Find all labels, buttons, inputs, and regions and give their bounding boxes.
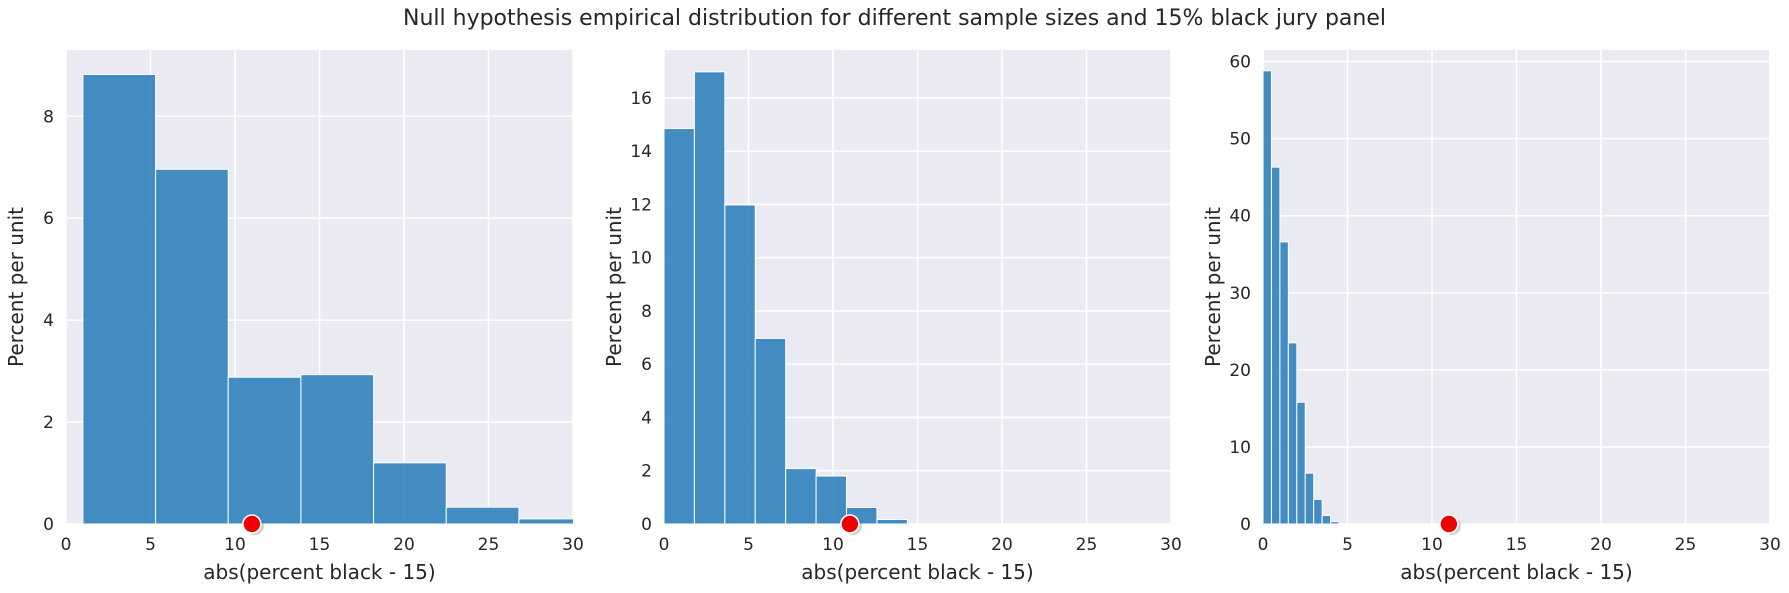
histogram-bar <box>227 376 302 524</box>
histogram-bar <box>373 462 447 524</box>
x-tick-label: 30 <box>1759 535 1781 555</box>
x-tick-label: 25 <box>1675 535 1697 555</box>
y-tick-label: 2 <box>641 462 652 482</box>
histogram-bar <box>300 374 375 524</box>
histogram-bar <box>754 337 787 524</box>
y-tick-label: 4 <box>43 311 54 331</box>
y-tick-label: 8 <box>641 302 652 322</box>
y-tick-label: 2 <box>43 413 54 433</box>
y-tick-label: 16 <box>630 89 652 109</box>
y-tick-label: 6 <box>641 355 652 375</box>
histogram-bar <box>1279 241 1289 524</box>
y-axis-label: Percent per unit <box>1201 207 1225 367</box>
observed-value-marker <box>242 514 262 534</box>
y-tick-label: 0 <box>641 515 652 535</box>
y-tick-label: 20 <box>1229 361 1251 381</box>
histogram-bar <box>1263 70 1272 524</box>
x-tick-label: 25 <box>478 535 500 555</box>
histogram-bar <box>1287 342 1298 524</box>
y-tick-label: 40 <box>1229 207 1251 227</box>
x-axis-label: abs(percent black - 15) <box>1400 560 1632 584</box>
y-tick-label: 10 <box>630 249 652 269</box>
histogram-bars <box>1263 70 1340 524</box>
x-tick-label: 0 <box>1258 535 1269 555</box>
x-tick-label: 15 <box>1506 535 1528 555</box>
y-axis-label: Percent per unit <box>602 207 626 367</box>
x-tick-label: 0 <box>659 535 670 555</box>
x-tick-label: 10 <box>1421 535 1443 555</box>
figure-title: Null hypothesis empirical distribution f… <box>403 6 1386 31</box>
x-tick-label: 25 <box>1076 535 1098 555</box>
chart-panel-3: 0 5 10 15 20 25 30 0 10 20 30 40 50 60 abs(percent bla… <box>1201 50 1781 584</box>
histogram-bar <box>1296 401 1306 524</box>
y-tick-label: 4 <box>641 408 652 428</box>
histogram-bar <box>785 468 817 524</box>
y-tick-label: 0 <box>43 515 54 535</box>
x-axis-label: abs(percent black - 15) <box>203 560 435 584</box>
x-tick-label: 5 <box>1342 535 1353 555</box>
x-tick-label: 10 <box>224 535 246 555</box>
y-tick-label: 10 <box>1229 438 1251 458</box>
y-tick-label: 12 <box>630 195 652 215</box>
histogram-bar <box>1321 515 1332 524</box>
x-tick-label: 20 <box>1590 535 1612 555</box>
y-tick-label: 50 <box>1229 130 1251 150</box>
histogram-bar <box>82 73 157 524</box>
y-tick-label: 30 <box>1229 284 1251 304</box>
histogram-bar <box>876 518 908 524</box>
y-tick-label: 14 <box>630 142 652 162</box>
histogram-bars <box>82 73 573 524</box>
histogram-bar <box>1270 166 1281 524</box>
x-tick-label: 20 <box>393 535 415 555</box>
histogram-bars <box>664 71 908 524</box>
x-axis-label: abs(percent black - 15) <box>801 560 1033 584</box>
observed-value-marker <box>1439 514 1459 534</box>
observed-value-marker <box>840 514 860 534</box>
x-tick-label: 30 <box>1160 535 1182 555</box>
chart-panel-2: 0 5 10 15 20 25 30 0 2 4 6 8 10 12 14 16 abs(percent bla… <box>602 50 1182 584</box>
histogram-bar <box>518 518 573 524</box>
x-tick-label: 10 <box>822 535 844 555</box>
histogram-bar <box>1313 498 1323 524</box>
histogram-bar <box>445 506 520 524</box>
x-tick-label: 0 <box>61 535 72 555</box>
histogram-bar <box>1304 472 1315 524</box>
x-tick-label: 5 <box>145 535 156 555</box>
x-tick-label: 30 <box>562 535 584 555</box>
y-tick-label: 0 <box>1240 515 1251 535</box>
histogram-bar <box>155 168 229 524</box>
y-axis-label: Percent per unit <box>4 207 28 367</box>
histogram-bar <box>1330 521 1340 524</box>
x-tick-label: 15 <box>907 535 929 555</box>
y-tick-label: 6 <box>43 209 54 229</box>
y-tick-label: 60 <box>1229 53 1251 73</box>
histogram-bar <box>724 204 756 524</box>
histogram-bar <box>815 475 848 524</box>
y-tick-label: 8 <box>43 107 54 127</box>
histogram-bar <box>664 128 695 524</box>
x-tick-label: 15 <box>309 535 331 555</box>
x-tick-label: 20 <box>991 535 1013 555</box>
chart-panel-1: 0 5 10 15 20 25 30 0 2 4 6 8 abs(percent black - 15)… <box>4 50 584 584</box>
histogram-bar <box>693 71 726 524</box>
x-tick-label: 5 <box>743 535 754 555</box>
